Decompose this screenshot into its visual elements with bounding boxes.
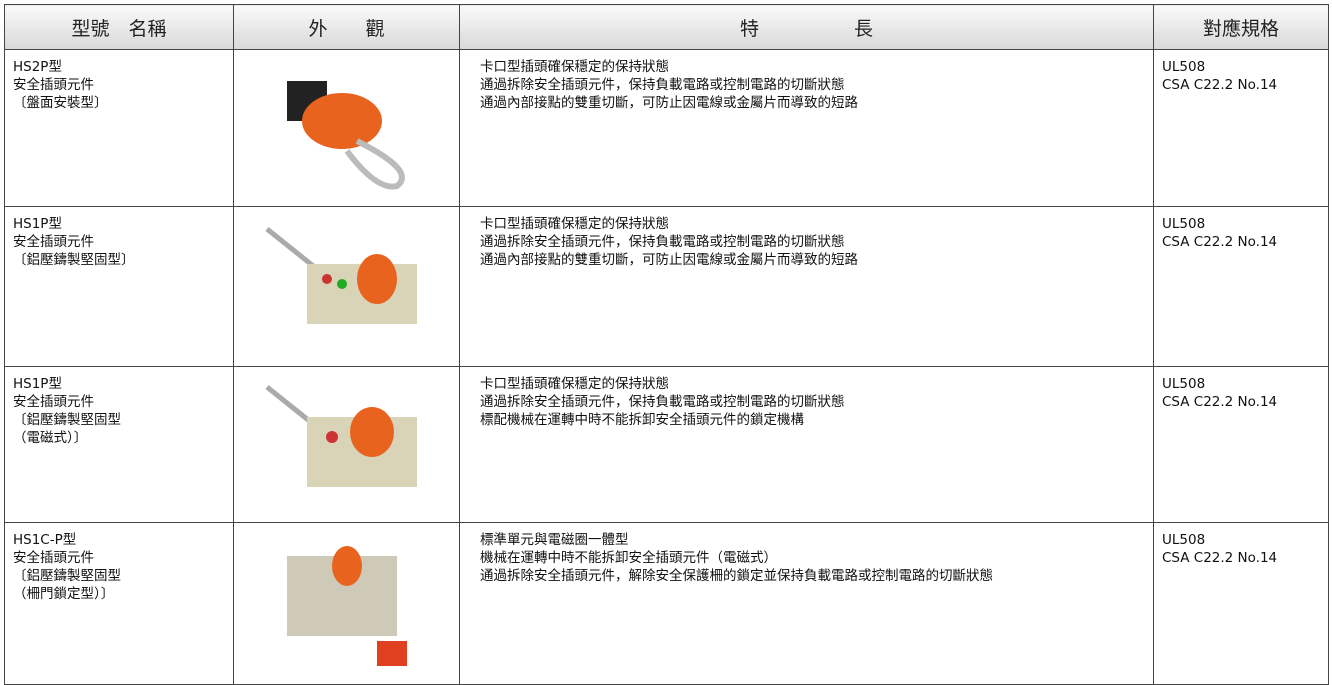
feature-line: 通過拆除安全插頭元件，保持負載電路或控制電路的切斷狀態 <box>480 234 845 250</box>
feature-line: 卡口型插頭確保穩定的保持狀態 <box>480 376 669 392</box>
feature-line: 通過內部接點的雙重切斷，可防止因電線或金屬片而導致的短路 <box>480 95 858 111</box>
feature-line: 通過拆除安全插頭元件，解除安全保護柵的鎖定並保持負載電路或控制電路的切斷狀態 <box>480 568 993 584</box>
name-line: 〔盤面安裝型〕 <box>13 95 108 111</box>
header-row: 型號 名稱外 觀特 長對應規格 <box>4 4 1329 50</box>
feature-line: 標配機械在運轉中時不能拆卸安全插頭元件的鎖定機構 <box>480 412 804 428</box>
name-cell: HS2P型安全插頭元件 〔盤面安裝型〕 <box>4 49 234 207</box>
table-body: HS2P型 安全插頭元件 〔盤面安裝型〕 卡口型插頭確保穩定的保持狀態 通過拆除安全插頭… <box>4 49 1329 685</box>
product-image <box>264 227 417 324</box>
name-cell: HS1C-P型安全插頭元件〔鋁壓鑄製堅固型 （柵門鎖定型）〕 <box>4 522 234 685</box>
image-cell <box>233 206 460 367</box>
image-cell <box>233 522 460 685</box>
feature-line: 卡口型插頭確保穩定的保持狀態 <box>480 216 669 232</box>
features-cell: 卡口型插頭確保穩定的保持狀態通過拆除安全插頭元件，保持負載電路或控制電路的切斷狀… <box>459 49 1154 207</box>
standard-line: CSA C22.2 No.14 <box>1162 77 1278 93</box>
table-row: HS1P型安全插頭元件〔鋁壓鑄製堅固型 （電磁式）〕 卡口型插頭確保穩定的保持狀態通… <box>4 366 1329 523</box>
name-line: HS1P型 <box>13 216 62 232</box>
name-line: 安全插頭元件 <box>13 77 94 93</box>
feature-line: 標準單元與電磁圈一體型 <box>480 532 629 548</box>
column-header: 外 觀 <box>233 4 460 50</box>
name-line: 〔鋁壓鑄製堅固型 <box>13 412 121 428</box>
standards-cell: UL508 CSA C22.2 No.14 <box>1153 522 1329 685</box>
name-line: 〔鋁壓鑄製堅固型〕 <box>13 252 135 268</box>
features-cell: 標準單元與電磁圈一體型機械在運轉中時不能拆卸安全插頭元件（電磁式） 通過拆除安全插… <box>459 522 1154 685</box>
name-cell: HS1P型安全插頭元件〔鋁壓鑄製堅固型〕 <box>4 206 234 367</box>
image-cell <box>233 49 460 207</box>
column-header: 對應規格 <box>1153 4 1329 50</box>
feature-line: 卡口型插頭確保穩定的保持狀態 <box>480 59 669 75</box>
feature-line: 通過拆除安全插頭元件，保持負載電路或控制電路的切斷狀態 <box>480 394 845 410</box>
standard-line: CSA C22.2 No.14 <box>1162 550 1278 566</box>
name-line: HS1C-P型 <box>13 532 77 548</box>
standard-line: UL508 <box>1162 376 1206 392</box>
standard-line: UL508 <box>1162 59 1206 75</box>
name-line: HS2P型 <box>13 59 62 75</box>
name-line: （柵門鎖定型）〕 <box>13 586 115 602</box>
features-cell: 卡口型插頭確保穩定的保持狀態通過拆除安全插頭元件，保持負載電路或控制電路的切斷狀… <box>459 206 1154 367</box>
table-row: HS1C-P型安全插頭元件〔鋁壓鑄製堅固型 （柵門鎖定型）〕 標準單元與電磁圈一體型… <box>4 522 1329 685</box>
standard-line: UL508 <box>1162 216 1206 232</box>
table-row: HS2P型安全插頭元件 〔盤面安裝型〕 卡口型插頭確保穩定的保持狀態通過拆除安全插頭… <box>4 49 1329 207</box>
feature-line: 通過內部接點的雙重切斷，可防止因電線或金屬片而導致的短路 <box>480 252 858 268</box>
standard-line: UL508 <box>1162 532 1206 548</box>
name-line: 安全插頭元件 <box>13 394 94 410</box>
name-cell: HS1P型安全插頭元件〔鋁壓鑄製堅固型 （電磁式）〕 <box>4 366 234 523</box>
product-image <box>286 546 407 666</box>
feature-line: 機械在運轉中時不能拆卸安全插頭元件（電磁式） <box>480 550 777 566</box>
table-row: HS1P型安全插頭元件〔鋁壓鑄製堅固型〕 卡口型插頭確保穩定的保持狀態通過拆除安全… <box>4 206 1329 367</box>
name-line: 安全插頭元件 <box>13 234 94 250</box>
product-image <box>286 80 405 190</box>
product-image <box>264 385 417 487</box>
image-cell <box>233 366 460 523</box>
standards-cell: UL508 CSA C22.2 No.14 <box>1153 206 1329 367</box>
spec-table: 型號 名稱外 觀特 長對應規格 HS2P型 安全插頭元件 〔盤面安裝型〕 卡口型插頭確… <box>4 4 1329 685</box>
standards-cell: UL508 CSA C22.2 No.14 <box>1153 49 1329 207</box>
name-line: 安全插頭元件 <box>13 550 94 566</box>
column-header: 特 長 <box>459 4 1154 50</box>
features-cell: 卡口型插頭確保穩定的保持狀態通過拆除安全插頭元件，保持負載電路或控制電路的切斷狀… <box>459 366 1154 523</box>
standard-line: CSA C22.2 No.14 <box>1162 394 1278 410</box>
standard-line: CSA C22.2 No.14 <box>1162 234 1278 250</box>
name-line: 〔鋁壓鑄製堅固型 <box>13 568 121 584</box>
standards-cell: UL508 CSA C22.2 No.14 <box>1153 366 1329 523</box>
name-line: （電磁式）〕 <box>13 430 88 446</box>
feature-line: 通過拆除安全插頭元件，保持負載電路或控制電路的切斷狀態 <box>480 77 845 93</box>
column-header: 型號 名稱 <box>4 4 234 50</box>
name-line: HS1P型 <box>13 376 62 392</box>
